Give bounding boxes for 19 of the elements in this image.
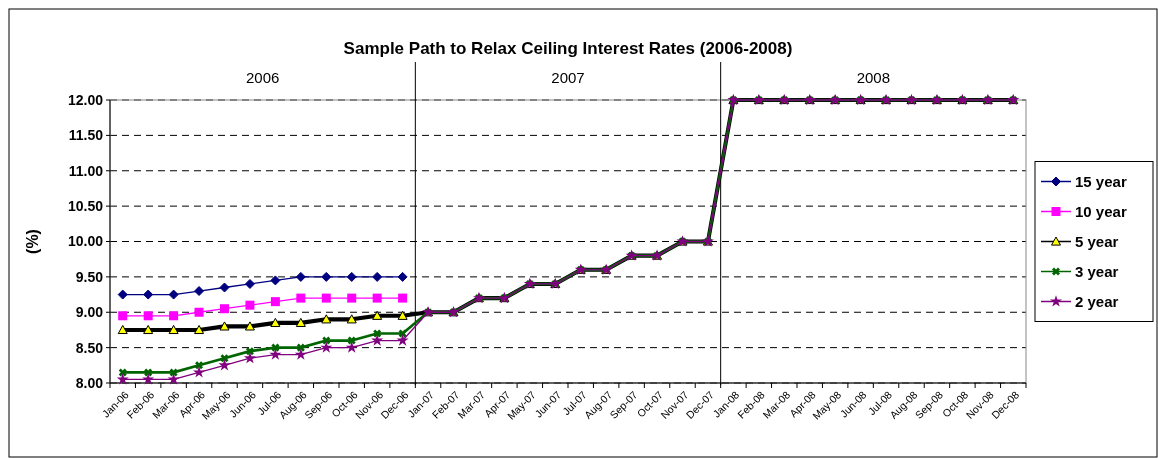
y-tick-label: 8.50 bbox=[75, 339, 104, 356]
y-tick-label: 11.50 bbox=[68, 127, 104, 144]
legend-label: 10 year bbox=[1075, 202, 1127, 220]
y-tick-label: 10.50 bbox=[67, 198, 104, 215]
legend-label: 2 year bbox=[1075, 292, 1119, 310]
y-axis-title: (%) bbox=[24, 229, 41, 254]
text: 2007 bbox=[551, 69, 585, 86]
y-tick-label: 9.00 bbox=[75, 304, 104, 321]
y-tick-label: 12.00 bbox=[67, 91, 104, 108]
legend-label: 15 year bbox=[1075, 172, 1127, 190]
legend-label: 5 year bbox=[1075, 232, 1119, 250]
y-tick-label: 9.50 bbox=[75, 268, 104, 285]
y-tick-label: 11.00 bbox=[68, 162, 104, 179]
legend-label: 3 year bbox=[1075, 262, 1119, 280]
y-tick-label: 8.00 bbox=[75, 374, 104, 391]
text: 2008 bbox=[856, 69, 891, 86]
chart-title: Sample Path to Relax Ceiling Interest Rates (2006-2008) bbox=[343, 39, 793, 58]
y-tick-label: 10.00 bbox=[67, 233, 104, 250]
text: 2006 bbox=[245, 69, 280, 86]
